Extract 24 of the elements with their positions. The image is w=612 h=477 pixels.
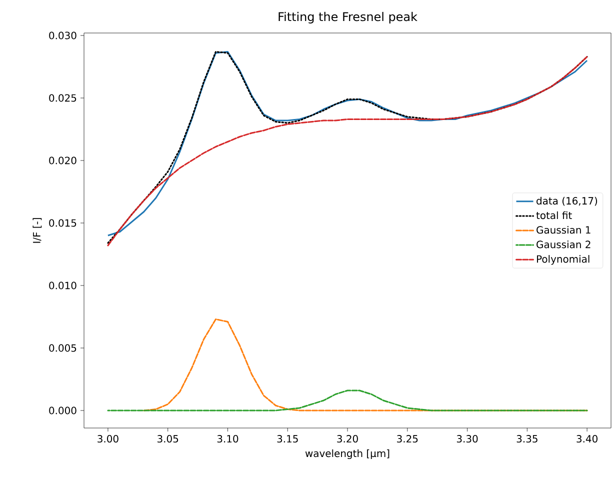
x-tick-label: 3.40: [576, 435, 598, 443]
x-tick-label: 3.25: [397, 435, 418, 443]
legend-label: Gaussian 1: [536, 226, 590, 234]
x-tick-label: 3.35: [516, 435, 538, 443]
y-tick-label: 0.030: [49, 32, 76, 40]
legend-label: total fit: [536, 211, 572, 220]
legend-label: Polynomial: [537, 255, 590, 265]
chart-title: Fitting the Fresnel peak: [278, 12, 418, 24]
legend-label: Gaussian 2: [536, 240, 590, 248]
x-tick-label: 3.00: [98, 435, 118, 443]
legend-label: data (16,17): [536, 196, 598, 206]
x-tick-label: 3.30: [456, 435, 478, 443]
x-tick-label: 3.20: [337, 435, 358, 443]
y-tick-label: 0.005: [49, 344, 76, 352]
y-tick-label: 0.010: [49, 282, 76, 290]
x-tick-label: 3.05: [158, 435, 178, 443]
y-tick-label: 0.020: [49, 156, 76, 164]
y-axis-title: I/F [-]: [32, 218, 42, 243]
y-tick-label: 0.015: [49, 219, 76, 227]
x-tick-label: 3.10: [217, 435, 238, 443]
y-tick-label: 0.000: [49, 406, 76, 414]
y-tick-label: 0.025: [49, 94, 76, 102]
x-tick-label: 3.15: [277, 435, 298, 443]
x-axis-title: wavelength [μm]: [305, 449, 390, 460]
